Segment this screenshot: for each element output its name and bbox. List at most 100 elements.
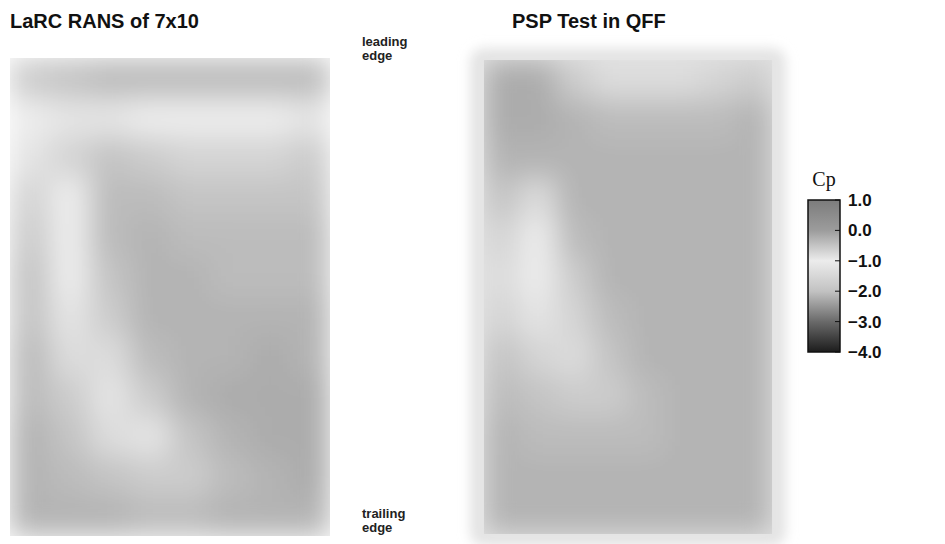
- cell: [556, 337, 593, 377]
- cell: [210, 217, 251, 257]
- colorbar: Cp1.00.0−1.0−2.0−3.0−4.0: [808, 168, 882, 362]
- cell: [50, 257, 91, 297]
- cell: [10, 178, 51, 218]
- cell: [130, 257, 171, 297]
- cell: [700, 376, 737, 416]
- cell: [628, 100, 665, 140]
- cell: [484, 376, 521, 416]
- cell: [10, 257, 51, 297]
- cell: [90, 98, 131, 138]
- cell: [250, 98, 291, 138]
- cell: [664, 337, 701, 377]
- cell: [556, 495, 593, 535]
- cell: [170, 496, 211, 536]
- cell: [556, 179, 593, 219]
- cell: [90, 178, 131, 218]
- cell: [130, 178, 171, 218]
- cell: [484, 258, 521, 298]
- cell: [130, 297, 171, 337]
- cell: [290, 138, 330, 178]
- cell: [250, 377, 291, 417]
- colorbar-scale: [808, 200, 840, 352]
- cell: [130, 377, 171, 417]
- cell: [170, 377, 211, 417]
- cell: [736, 337, 772, 377]
- cell: [10, 98, 51, 138]
- cell: [10, 138, 51, 178]
- cell: [210, 297, 251, 337]
- cell: [170, 337, 211, 377]
- cell: [592, 258, 629, 298]
- cell: [700, 297, 737, 337]
- cell: [664, 495, 701, 535]
- cell: [628, 416, 665, 456]
- cell: [628, 297, 665, 337]
- cell: [664, 297, 701, 337]
- map-area: [484, 60, 772, 534]
- cell: [664, 376, 701, 416]
- cell: [736, 376, 772, 416]
- cell: [592, 416, 629, 456]
- cell: [520, 179, 557, 219]
- cell: [130, 496, 171, 536]
- cell: [700, 455, 737, 495]
- cell: [628, 495, 665, 535]
- cell: [520, 495, 557, 535]
- colorbar-tick-label: −4.0: [848, 343, 882, 362]
- colorbar-tick: [835, 260, 840, 261]
- cell: [592, 139, 629, 179]
- colorbar-tick-label: −1.0: [848, 252, 882, 271]
- cell: [700, 416, 737, 456]
- cell: [90, 257, 131, 297]
- cell: [628, 376, 665, 416]
- cell: [700, 100, 737, 140]
- cell: [700, 258, 737, 298]
- cell: [556, 60, 593, 100]
- cell: [520, 139, 557, 179]
- cell: [210, 377, 251, 417]
- annotation: trailingedge: [362, 506, 405, 535]
- cell: [556, 416, 593, 456]
- cell: [520, 258, 557, 298]
- panel-halo: [470, 48, 786, 544]
- cell: [130, 337, 171, 377]
- cell: [592, 179, 629, 219]
- cell: [250, 138, 291, 178]
- cell: [664, 416, 701, 456]
- panel: PSP Test in QFF: [470, 10, 786, 544]
- cell: [90, 58, 131, 98]
- annotation: leadingedge: [362, 34, 408, 63]
- cell: [50, 377, 91, 417]
- cell: [290, 257, 330, 297]
- cell: [628, 258, 665, 298]
- cell: [664, 179, 701, 219]
- cell: [90, 297, 131, 337]
- cell: [10, 297, 51, 337]
- cell: [290, 377, 330, 417]
- cell: [556, 455, 593, 495]
- cell: [736, 218, 772, 258]
- cell: [290, 178, 330, 218]
- colorbar-tick-label: −3.0: [848, 313, 882, 332]
- cell: [628, 455, 665, 495]
- cell: [250, 417, 291, 457]
- cell: [50, 337, 91, 377]
- cell: [210, 138, 251, 178]
- cell: [50, 98, 91, 138]
- cell: [210, 257, 251, 297]
- cell: [484, 218, 521, 258]
- cell: [130, 138, 171, 178]
- colorbar-tick: [835, 230, 840, 231]
- cell: [210, 58, 251, 98]
- cell: [50, 178, 91, 218]
- cell: [290, 337, 330, 377]
- cell: [592, 337, 629, 377]
- cell: [130, 417, 171, 457]
- cell: [592, 100, 629, 140]
- cell: [664, 258, 701, 298]
- cell: [170, 456, 211, 496]
- cell: [736, 139, 772, 179]
- cell: [556, 376, 593, 416]
- cell: [520, 100, 557, 140]
- cell: [628, 60, 665, 100]
